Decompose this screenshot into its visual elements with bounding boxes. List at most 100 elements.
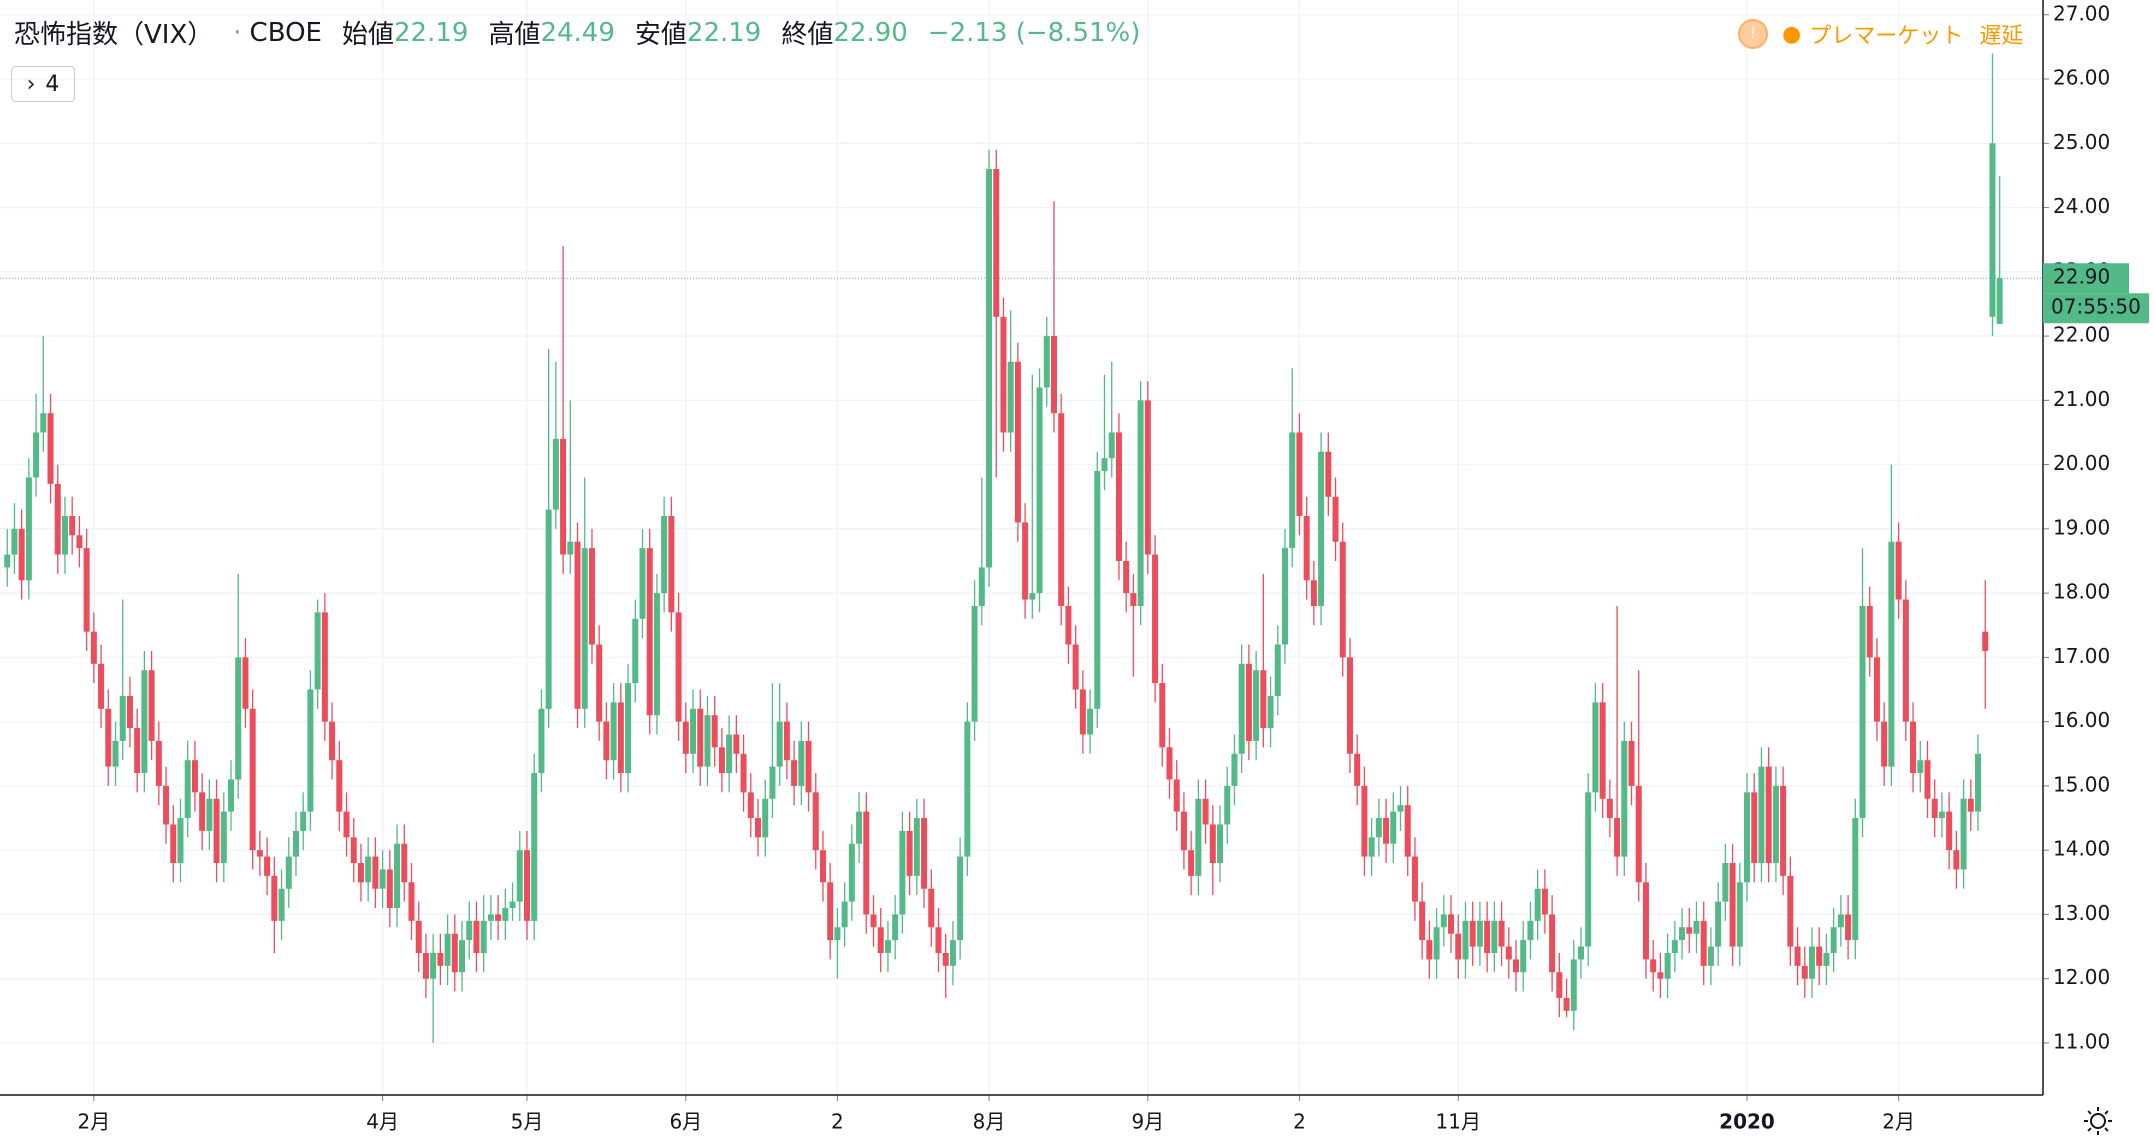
high-value: 24.49 — [540, 17, 615, 48]
candle-body — [1498, 920, 1505, 947]
candle-body — [1715, 901, 1722, 947]
candle-body — [1310, 580, 1317, 606]
change-value: −2.13 (−8.51%) — [927, 17, 1141, 48]
candle-body — [191, 760, 198, 793]
candle-body — [256, 850, 263, 857]
candle-body — [653, 593, 660, 716]
candle-body — [747, 792, 754, 819]
candle-body — [1852, 818, 1859, 941]
candle-body — [1520, 940, 1527, 973]
candle-body — [98, 663, 105, 709]
candle-body — [1938, 811, 1945, 819]
settings-icon[interactable] — [2090, 1113, 2106, 1129]
candle-body — [242, 657, 249, 709]
candle-body — [834, 927, 841, 941]
candle-body — [1188, 850, 1195, 876]
candle-body — [884, 940, 891, 953]
candle-body — [170, 824, 177, 864]
candle-body — [90, 631, 97, 664]
candle-body — [1816, 946, 1823, 966]
candle-body — [386, 869, 393, 909]
candle-body — [1274, 644, 1281, 696]
indicators-toggle[interactable]: › 4 — [11, 66, 75, 102]
settings-ray — [2104, 1110, 2109, 1115]
candle-body — [401, 843, 408, 883]
candle-body — [1260, 670, 1267, 729]
candle-body — [480, 920, 487, 953]
x-tick-label: 2 — [831, 1110, 844, 1134]
candle-body — [1267, 695, 1274, 729]
candle-body — [1253, 670, 1260, 741]
candle-body — [1166, 747, 1173, 780]
candle-body — [1707, 946, 1714, 966]
candle-body — [422, 952, 429, 979]
candle-body — [1462, 920, 1469, 960]
candle-body — [300, 811, 307, 831]
candle-body — [856, 811, 863, 844]
candle-body — [993, 169, 1000, 317]
candle-body — [639, 548, 646, 619]
candle-body — [184, 760, 191, 819]
candle-body — [1440, 914, 1447, 928]
candle-body — [552, 438, 559, 510]
candle-body — [4, 554, 11, 568]
candle-body — [1902, 599, 1909, 722]
settings-ray — [2104, 1127, 2109, 1132]
candle-body — [1238, 663, 1245, 754]
candle-body — [1123, 560, 1130, 594]
candle-body — [1036, 387, 1043, 594]
x-tick-label: 4月 — [366, 1110, 399, 1134]
candle-body — [1325, 451, 1332, 497]
settings-ray — [2087, 1110, 2092, 1115]
candle-body — [314, 612, 321, 690]
candle-body — [25, 477, 32, 581]
candle-body — [899, 830, 906, 915]
candle-body — [1585, 792, 1592, 947]
candle-body — [329, 721, 336, 761]
candle-body — [1960, 798, 1967, 870]
candle-body — [1837, 914, 1844, 928]
low-label: 安値 — [634, 20, 687, 50]
y-tick-label: 13.00 — [2053, 901, 2110, 925]
candle-body — [588, 548, 595, 645]
candle-body — [1671, 940, 1678, 953]
candle-body — [560, 438, 567, 555]
candle-body — [1599, 702, 1606, 799]
candle-body — [841, 901, 848, 928]
y-tick-label: 26.00 — [2053, 66, 2110, 90]
candle-body — [1383, 818, 1390, 844]
status-icon[interactable]: ! — [1738, 19, 1768, 49]
candle-body — [935, 927, 942, 953]
x-tick-label: 6月 — [669, 1110, 702, 1134]
candle-body — [1115, 432, 1122, 561]
candle-body — [141, 670, 148, 774]
candle-body — [1513, 959, 1520, 973]
candle-body — [531, 773, 538, 921]
candle-body — [805, 740, 812, 793]
candle-body — [538, 708, 545, 774]
candle-body — [350, 837, 357, 864]
x-tick-label: 8月 — [973, 1110, 1006, 1134]
candle-body — [155, 740, 162, 786]
y-tick-label: 24.00 — [2053, 194, 2110, 218]
candle-body — [11, 528, 18, 555]
candle-body — [1332, 496, 1339, 542]
candle-body — [1433, 927, 1440, 960]
y-tick-label: 11.00 — [2053, 1029, 2110, 1053]
candle-body — [718, 747, 725, 774]
candle-body — [949, 940, 956, 966]
candle-body — [1014, 361, 1021, 523]
close-value: 22.90 — [833, 17, 908, 48]
candle-body — [1130, 593, 1137, 606]
candle-body — [978, 567, 985, 606]
settings-ray — [2087, 1127, 2092, 1132]
x-tick-label: 5月 — [511, 1110, 544, 1134]
candle-body — [1642, 882, 1649, 960]
candle-body — [105, 708, 112, 767]
candle-body — [523, 850, 530, 921]
candle-body — [509, 901, 516, 909]
candle-body — [1469, 920, 1476, 947]
candle-body — [285, 856, 292, 889]
candle-body — [682, 721, 689, 754]
